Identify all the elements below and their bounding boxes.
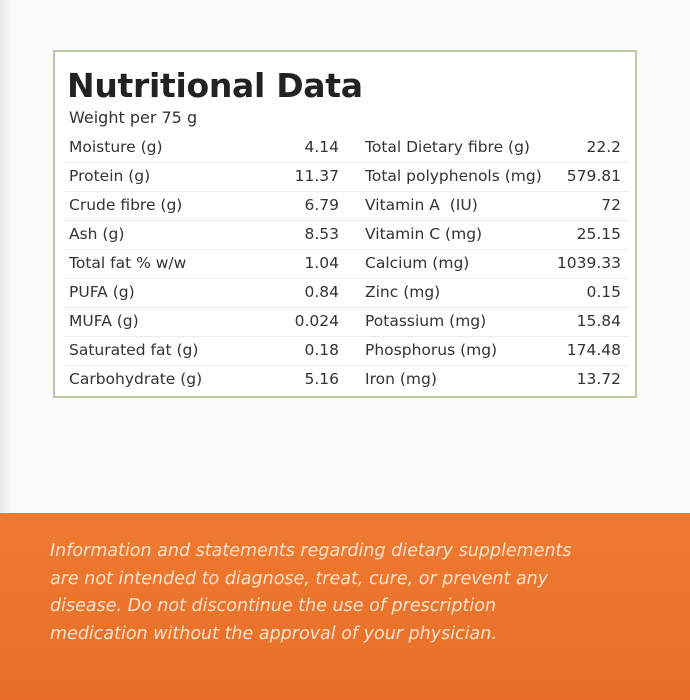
- nutrient-label: Crude fibre (g): [69, 196, 183, 214]
- table-row: Ash (g) 8.53 Vitamin C (mg) 25.15: [63, 220, 629, 250]
- nutrient-label: Ash (g): [69, 225, 125, 243]
- nutrient-value: 1039.33: [556, 254, 621, 272]
- nutrient-value: 0.18: [304, 341, 339, 359]
- nutrient-label: Vitamin A (IU): [365, 196, 478, 214]
- nutrient-value: 6.79: [304, 196, 339, 214]
- nutrient-value: 0.024: [294, 312, 339, 330]
- table-row: Moisture (g) 4.14 Total Dietary fibre (g) 2…: [63, 133, 629, 163]
- disclaimer-band: Information and statements regarding die…: [0, 513, 690, 700]
- nutrient-label: Total polyphenols (mg): [365, 167, 542, 185]
- nutrition-panel: Nutritional Data Weight per 75 g Moistur…: [53, 50, 637, 398]
- nutrient-label: Zinc (mg): [365, 283, 441, 301]
- nutrient-value: 5.16: [304, 370, 339, 388]
- nutrient-label: Total Dietary fibre (g): [365, 138, 530, 156]
- nutrient-value: 25.15: [576, 225, 621, 243]
- table-row: Crude fibre (g) 6.79 Vitamin A (IU) 72: [63, 191, 629, 221]
- nutrient-label: PUFA (g): [69, 283, 135, 301]
- nutrient-label: Iron (mg): [365, 370, 437, 388]
- nutrient-value: 0.15: [586, 283, 621, 301]
- nutrient-value: 22.2: [586, 138, 621, 156]
- panel-subtitle: Weight per 75 g: [69, 108, 198, 127]
- disclaimer-line: medication without the approval of your …: [50, 623, 497, 644]
- disclaimer-line: disease. Do not discontinue the use of p…: [50, 596, 497, 616]
- panel-title: Nutritional Data: [67, 66, 363, 105]
- disclaimer-line: are not intended to diagnose, treat, cur…: [50, 568, 549, 589]
- nutrient-value: 579.81: [566, 167, 621, 185]
- nutrient-value: 8.53: [304, 225, 339, 243]
- table-row: PUFA (g) 0.84 Zinc (mg) 0.15: [63, 278, 629, 308]
- table-row: MUFA (g) 0.024 Potassium (mg) 15.84: [63, 307, 629, 337]
- table-row: Carbohydrate (g) 5.16 Iron (mg) 13.72: [63, 365, 629, 394]
- table-row: Total fat % w/w 1.04 Calcium (mg) 1039.33: [63, 249, 629, 279]
- table-row: Protein (g) 11.37 Total polyphenols (mg) 57…: [63, 162, 629, 192]
- nutrient-value: 4.14: [304, 138, 339, 156]
- nutrient-label: Vitamin C (mg): [365, 225, 483, 243]
- nutrient-value: 174.48: [566, 341, 621, 359]
- nutrient-label: MUFA (g): [69, 312, 139, 330]
- nutrient-label: Saturated fat (g): [69, 341, 199, 359]
- disclaimer-line: Information and statements regarding die…: [50, 541, 572, 561]
- nutrient-label: Carbohydrate (g): [69, 370, 203, 388]
- table-row: Saturated fat (g) 0.18 Phosphorus (mg) 174.…: [63, 336, 629, 366]
- nutrient-value: 15.84: [576, 312, 621, 330]
- nutrient-value: 11.37: [294, 167, 339, 185]
- nutrient-label: Protein (g): [69, 167, 151, 185]
- nutrient-label: Moisture (g): [69, 138, 163, 156]
- nutrient-label: Phosphorus (mg): [365, 341, 498, 359]
- nutrient-label: Potassium (mg): [365, 312, 487, 330]
- nutrient-value: 0.84: [304, 283, 339, 301]
- nutrient-label: Total fat % w/w: [69, 254, 187, 272]
- nutrient-label: Calcium (mg): [365, 254, 470, 272]
- nutrient-value: 13.72: [576, 370, 621, 388]
- nutrient-value: 72: [601, 196, 621, 214]
- nutrient-value: 1.04: [304, 254, 339, 272]
